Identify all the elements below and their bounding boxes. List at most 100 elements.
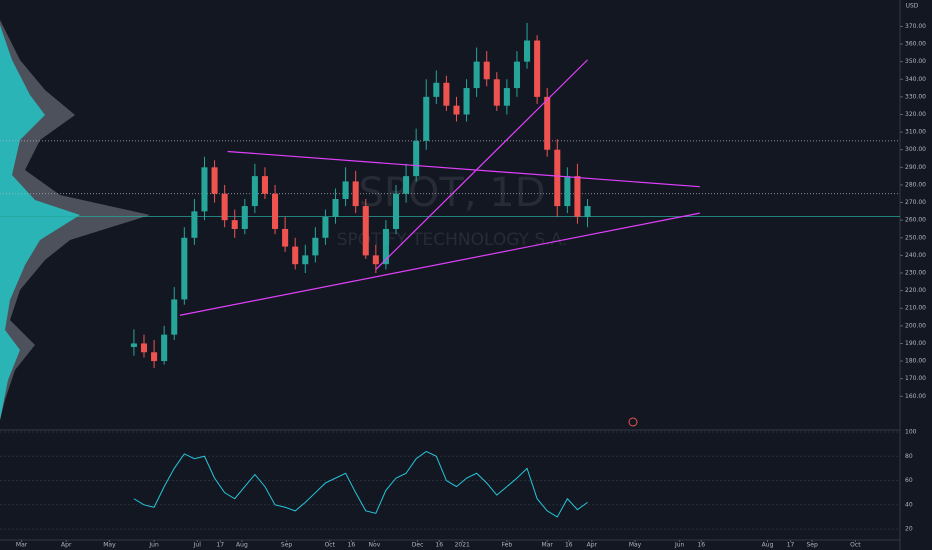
candle-body	[413, 140, 420, 177]
candle-body	[241, 206, 248, 229]
x-tick-label: Aug	[762, 542, 774, 549]
x-tick-label: Mar	[542, 542, 554, 549]
candle-body	[524, 40, 531, 62]
x-tick-label: Apr	[61, 542, 72, 549]
candle-body	[544, 96, 551, 150]
x-tick-label: Oct	[850, 542, 861, 549]
candle-body	[251, 176, 258, 207]
candle-body	[503, 88, 510, 106]
y-tick-label: 240.00	[905, 252, 926, 259]
candle-body	[140, 343, 148, 353]
trendline	[227, 150, 700, 188]
x-tick-label: Feb	[502, 542, 513, 549]
y-tick-label: 210.00	[905, 305, 926, 312]
watermark-symbol: SPOT, 1D	[358, 170, 545, 216]
y-tick-label: 250.00	[905, 234, 926, 241]
x-tick-label: Jun	[674, 542, 685, 549]
candle-body	[342, 181, 349, 200]
x-tick-label: Mar	[16, 542, 28, 549]
event-icon[interactable]	[628, 417, 638, 427]
y-tick-label: 310.00	[905, 129, 926, 136]
y-tick-label: 270.00	[905, 199, 926, 206]
candle-body	[433, 82, 440, 97]
x-tick-label: Aug	[236, 542, 248, 549]
candle-body	[534, 40, 541, 97]
trendline	[179, 212, 700, 316]
candle-body	[221, 193, 228, 221]
candle-body	[332, 199, 339, 217]
indicator-tick-label: 60	[905, 477, 913, 484]
candle-body	[292, 246, 299, 265]
candle-body	[453, 105, 460, 115]
indicator-line	[133, 450, 588, 518]
trendline	[375, 59, 588, 270]
candle-body	[352, 181, 359, 207]
candle-body	[261, 176, 268, 194]
y-tick-label: 300.00	[905, 146, 926, 153]
candle-body	[211, 167, 218, 194]
candle-body	[362, 206, 369, 256]
y-tick-label: 370.00	[905, 23, 926, 30]
watermark-name: SPOTIFY TECHNOLOGY S.A.	[337, 230, 568, 250]
y-tick-label: 340.00	[905, 76, 926, 83]
x-tick-label: Dec	[412, 542, 424, 549]
currency-label: USD	[906, 3, 919, 10]
indicator-tick-label: 80	[905, 453, 913, 460]
candle-body	[382, 228, 389, 265]
y-tick-label: 220.00	[905, 287, 926, 294]
x-tick-label: Nov	[369, 542, 381, 549]
x-tick-label: 17	[216, 542, 224, 549]
y-tick-label: 280.00	[905, 181, 926, 188]
x-tick-label: Jul	[193, 542, 202, 549]
y-tick-label: 260.00	[905, 217, 926, 224]
indicator-tick-label: 20	[905, 526, 913, 533]
x-tick-label: Oct	[325, 542, 336, 549]
x-tick-label: 16	[565, 542, 573, 549]
candle-body	[423, 96, 430, 141]
candle-body	[513, 61, 520, 89]
y-tick-label: 350.00	[905, 58, 926, 65]
x-tick-label: 2021	[455, 542, 470, 549]
candle-body	[161, 334, 168, 362]
y-tick-label: 360.00	[905, 41, 926, 48]
candle-body	[483, 61, 490, 80]
x-tick-label: Apr	[587, 542, 598, 549]
y-tick-label: 170.00	[905, 375, 926, 382]
candle-body	[473, 61, 480, 89]
candle-body	[493, 79, 500, 106]
volume-profile	[0, 20, 150, 420]
y-tick-label: 320.00	[905, 111, 926, 118]
x-tick-label: Jun	[148, 542, 159, 549]
candle-body	[130, 343, 137, 347]
indicator-tick-label: 40	[905, 501, 913, 508]
candle-body	[191, 211, 198, 238]
candle-body	[272, 193, 279, 229]
candle-body	[372, 255, 379, 265]
x-tick-label: Sep	[281, 542, 293, 549]
y-tick-label: 290.00	[905, 164, 926, 171]
x-tick-label: 16	[697, 542, 705, 549]
candle-body	[322, 216, 329, 238]
candle-body	[302, 255, 309, 265]
candle-body	[463, 88, 470, 115]
x-tick-label: 17	[787, 542, 795, 549]
candle-body	[151, 352, 158, 362]
candle-body	[201, 167, 208, 212]
y-tick-label: 200.00	[905, 322, 926, 329]
x-tick-label: Sep	[807, 542, 819, 549]
y-tick-label: 330.00	[905, 93, 926, 100]
x-tick-label: 16	[435, 542, 443, 549]
candle-body	[312, 237, 319, 256]
candle-body	[443, 82, 450, 106]
candle-body	[584, 206, 591, 217]
candle-body	[554, 149, 561, 207]
y-tick-label: 180.00	[905, 358, 926, 365]
candle-body	[171, 299, 178, 335]
x-tick-label: May	[103, 542, 116, 549]
candle-body	[181, 237, 188, 300]
candle-body	[564, 176, 571, 207]
candle-body	[282, 228, 289, 247]
y-tick-label: 230.00	[905, 270, 926, 277]
